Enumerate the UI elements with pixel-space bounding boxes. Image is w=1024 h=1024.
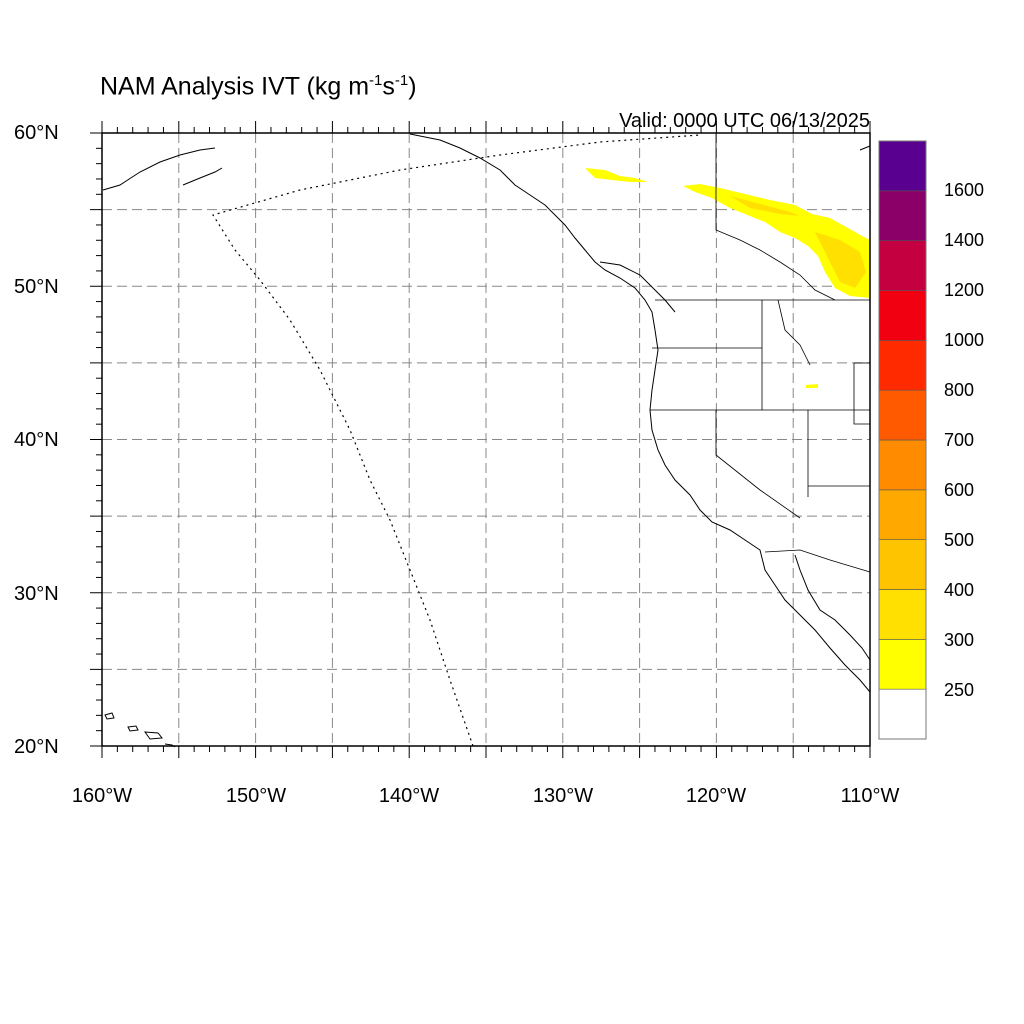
colorbar-label-1400: 1400 xyxy=(944,230,985,250)
colorbar-label-400: 400 xyxy=(944,580,975,600)
political-borders xyxy=(650,133,871,573)
colorbar-label-500: 500 xyxy=(944,530,975,550)
ivt-shading xyxy=(585,168,870,388)
map-title: NAM Analysis IVT (kg m-1s-1) xyxy=(100,72,417,101)
lat-label-40n: 40°N xyxy=(14,429,59,451)
colorbar-swatch xyxy=(878,140,927,192)
colorbar-label-300: 300 xyxy=(944,630,975,650)
colorbar-label-700: 700 xyxy=(944,430,975,450)
ivt-shading-darker xyxy=(730,196,866,288)
lon-label-140w: 140°W xyxy=(378,785,440,807)
lat-label-50n: 50°N xyxy=(14,276,59,298)
colorbar-frame xyxy=(878,140,927,740)
colorbar-swatch xyxy=(878,639,927,690)
lon-label-120w: 120°W xyxy=(685,785,747,807)
lat-label-30n: 30°N xyxy=(14,583,59,605)
colorbar-swatch xyxy=(878,290,927,341)
lat-lon-grid xyxy=(102,133,870,746)
ivt-patch-bc xyxy=(585,168,648,182)
colorbar-swatch xyxy=(878,688,927,740)
colorbar-label-1000: 1000 xyxy=(944,330,985,350)
domain-boundary xyxy=(212,134,701,747)
colorbar-label-250: 250 xyxy=(944,680,975,700)
lon-label-110w: 110°W xyxy=(840,785,900,807)
colorbar-swatch xyxy=(878,439,927,491)
colorbar-swatch xyxy=(878,489,927,540)
lat-label-20n: 20°N xyxy=(14,736,59,758)
colorbar-swatch xyxy=(878,589,927,640)
colorbar-swatch xyxy=(878,539,927,590)
colorbar-label-1600: 1600 xyxy=(944,180,985,200)
lon-label-150w: 150°W xyxy=(225,785,287,807)
valid-time: Valid: 0000 UTC 06/13/2025 xyxy=(619,110,870,132)
colorbar xyxy=(878,140,927,740)
colorbar-label-600: 600 xyxy=(944,480,975,500)
colorbar-swatch xyxy=(878,190,927,241)
ivt-patch-idaho xyxy=(806,384,818,388)
lon-label-160w: 160°W xyxy=(71,785,133,807)
colorbar-swatch xyxy=(878,340,927,391)
axis-ticks xyxy=(90,121,871,758)
lon-label-130w: 130°W xyxy=(532,785,594,807)
colorbar-label-1200: 1200 xyxy=(944,280,985,300)
colorbar-swatch xyxy=(878,389,927,441)
colorbar-label-800: 800 xyxy=(944,380,975,400)
lat-label-60n: 60°N xyxy=(14,122,59,144)
colorbar-swatch xyxy=(878,240,927,291)
